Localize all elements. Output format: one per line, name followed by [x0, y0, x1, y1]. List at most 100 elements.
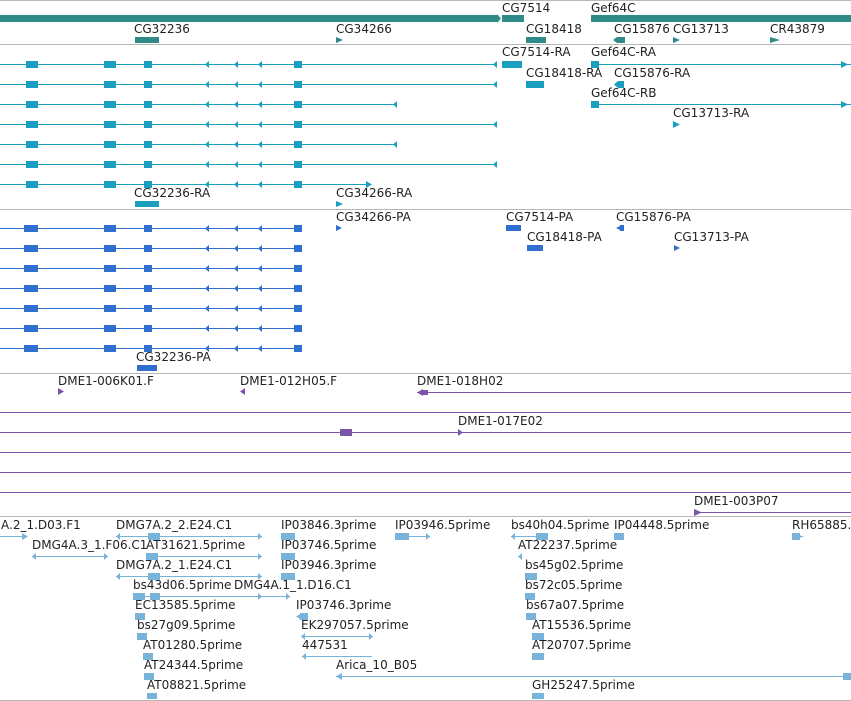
gene-cg15876[interactable]	[617, 37, 625, 43]
gene-cg34266-arrow[interactable]	[336, 37, 343, 43]
est-clones-label[interactable]: DME1-018H02	[417, 374, 503, 388]
ests-label[interactable]: EK297057.5prime	[301, 618, 409, 632]
genes-label[interactable]: CG13713	[673, 22, 729, 36]
ests-label[interactable]: IP03746.3prime	[296, 598, 391, 612]
clone-dme1-006k01-arrow[interactable]	[58, 388, 64, 395]
read-arrow	[518, 553, 522, 560]
gene-long-bar[interactable]	[0, 15, 497, 22]
transcripts-label[interactable]: CG13713-RA	[673, 106, 750, 120]
genes-label[interactable]: CG7514	[502, 1, 550, 15]
protein-track	[0, 225, 680, 371]
genes-label[interactable]: Gef64C	[591, 1, 636, 15]
genes-label[interactable]: CG34266	[336, 22, 392, 36]
genes-label[interactable]: CR43879	[770, 22, 825, 36]
ests-label[interactable]: AT31621.5prime	[146, 538, 245, 552]
ests-label[interactable]: AT15536.5prime	[532, 618, 631, 632]
ests-label[interactable]: Arica_10_B05	[336, 658, 417, 672]
gene-cg18418[interactable]	[526, 37, 546, 43]
ests-label[interactable]: bs27g09.5prime	[137, 618, 235, 632]
read-arrow	[22, 533, 28, 540]
proteins-label[interactable]: CG15876-PA	[616, 210, 692, 224]
gene-cr43879-arrow[interactable]	[770, 37, 780, 43]
ests-label[interactable]: DMG4A.3_1.F06.C1	[32, 538, 147, 552]
read-block	[135, 613, 145, 620]
ests-label[interactable]: AT08821.5prime	[147, 678, 246, 692]
exon	[234, 161, 238, 168]
protein-cg34266-pa-arrow[interactable]	[336, 225, 342, 231]
ests-label[interactable]: 447531	[302, 638, 348, 652]
genes-label[interactable]: CG15876	[614, 22, 670, 36]
est-clones-label[interactable]: DME1-012H05.F	[240, 374, 337, 388]
gene-cg15876-arrow[interactable]	[613, 37, 617, 43]
exon	[366, 181, 372, 188]
protein-cg7514-pa[interactable]	[506, 225, 521, 231]
ests-label[interactable]: DMG7A.2_1.E24.C1	[116, 558, 232, 572]
ests-label[interactable]: GH25247.5prime	[532, 678, 635, 692]
exon	[26, 81, 38, 88]
ests-label[interactable]: AT22237.5prime	[518, 538, 617, 552]
transcripts-label[interactable]: CG34266-RA	[336, 186, 413, 200]
gene-cg13713-arrow[interactable]	[673, 37, 680, 43]
ests-label[interactable]: AT24344.5prime	[144, 658, 243, 672]
exon	[841, 61, 848, 68]
ests-label[interactable]: DMG4A.1_1.D16.C1	[234, 578, 352, 592]
ests-label[interactable]: IP03846.3prime	[281, 518, 376, 532]
proteins-label[interactable]: CG7514-PA	[506, 210, 574, 224]
cds-block	[24, 225, 38, 232]
ests-label[interactable]: bs43d06.5prime	[133, 578, 231, 592]
ests-label[interactable]: AT20707.5prime	[532, 638, 631, 652]
cds-block	[205, 265, 209, 272]
ests-label[interactable]: bs67a07.5prime	[526, 598, 624, 612]
exon	[104, 81, 116, 88]
transcripts-label[interactable]: CG32236-RA	[134, 186, 211, 200]
ests-label[interactable]: RH65885.	[792, 518, 851, 532]
genes-label[interactable]: CG32236	[134, 22, 190, 36]
ests-label[interactable]: IP03946.5prime	[395, 518, 490, 532]
exon	[144, 81, 152, 88]
clone-dme1-018h02-block	[421, 390, 428, 395]
protein-cg18418-pa[interactable]	[527, 245, 543, 251]
ests-label[interactable]: EC13585.5prime	[135, 598, 236, 612]
ests-label[interactable]: bs40h04.5prime	[511, 518, 609, 532]
protein-cg13713-pa-arrow[interactable]	[674, 245, 680, 251]
gene-cg32236[interactable]	[135, 37, 159, 43]
cds-block	[294, 265, 302, 272]
exon	[234, 121, 238, 128]
ests-label[interactable]: bs72c05.5prime	[525, 578, 622, 592]
ests-label[interactable]: IP03946.3prime	[281, 558, 376, 572]
read-arrow	[116, 573, 120, 580]
ests-label[interactable]: DMG7A.2_2.E24.C1	[116, 518, 232, 532]
est-clones-label[interactable]: DME1-017E02	[458, 414, 543, 428]
gene-track	[0, 14, 851, 43]
proteins-label[interactable]: CG18418-PA	[527, 230, 603, 244]
proteins-label[interactable]: CG34266-PA	[336, 210, 412, 224]
gene-gef64c[interactable]	[591, 15, 851, 22]
clone-dme1-012h05-arrow[interactable]	[240, 388, 245, 395]
exon	[673, 121, 680, 128]
proteins-label[interactable]: CG13713-PA	[674, 230, 750, 244]
transcripts-label[interactable]: Gef64C-RA	[591, 45, 657, 59]
gene-cg7514[interactable]	[502, 15, 524, 22]
transcripts-label[interactable]: CG18418-RA	[526, 66, 603, 80]
transcripts-label[interactable]: Gef64C-RB	[591, 86, 656, 100]
protein-cg32236-pa[interactable]	[137, 365, 157, 371]
ests-label[interactable]: IP04448.5prime	[614, 518, 709, 532]
ests-label[interactable]: A.2_1.D03.F1	[1, 518, 81, 532]
transcripts-label[interactable]: CG15876-RA	[614, 66, 691, 80]
ests-label[interactable]: bs45g02.5prime	[525, 558, 623, 572]
transcripts-label[interactable]: CG7514-RA	[502, 45, 571, 59]
clone-dme1-017e02-arrow[interactable]	[458, 429, 463, 436]
transcript-models-group[interactable]	[0, 64, 497, 185]
ests-label[interactable]: AT01280.5prime	[143, 638, 242, 652]
proteins-label[interactable]: CG32236-PA	[136, 350, 212, 364]
exon	[144, 121, 152, 128]
protein-cg15876-pa[interactable]	[620, 225, 624, 231]
genes-label[interactable]: CG18418	[526, 22, 582, 36]
est-clones-label[interactable]: DME1-003P07	[694, 494, 779, 508]
est-clones-label[interactable]: DME1-006K01.F	[58, 374, 154, 388]
ests-label[interactable]: IP03746.5prime	[281, 538, 376, 552]
cds-block	[144, 245, 152, 252]
exon	[104, 61, 116, 68]
cds-block	[234, 285, 238, 292]
